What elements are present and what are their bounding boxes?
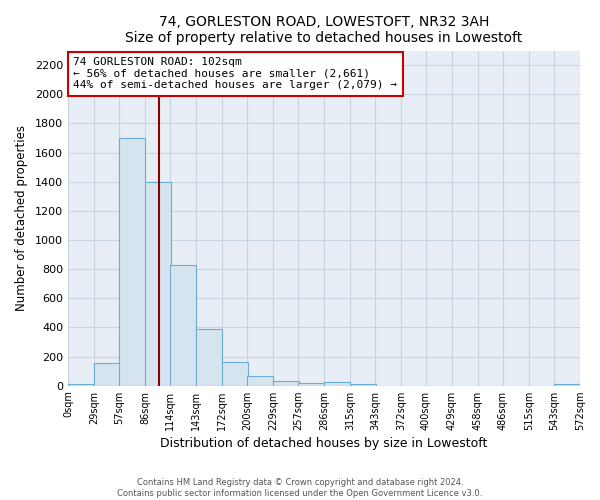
Text: Contains HM Land Registry data © Crown copyright and database right 2024.
Contai: Contains HM Land Registry data © Crown c… [118, 478, 482, 498]
Bar [94, 363, 120, 386]
Text: 74 GORLESTON ROAD: 102sqm
← 56% of detached houses are smaller (2,661)
44% of se: 74 GORLESTON ROAD: 102sqm ← 56% of detac… [73, 57, 397, 90]
Bar [273, 382, 299, 386]
Title: 74, GORLESTON ROAD, LOWESTOFT, NR32 3AH
Size of property relative to detached ho: 74, GORLESTON ROAD, LOWESTOFT, NR32 3AH … [125, 15, 523, 45]
Bar [247, 376, 273, 386]
Bar [222, 362, 248, 386]
Y-axis label: Number of detached properties: Number of detached properties [15, 125, 28, 311]
Bar [324, 382, 350, 386]
Bar [119, 138, 145, 386]
Bar [68, 384, 94, 386]
Bar [350, 384, 376, 386]
Bar [196, 329, 222, 386]
Bar [145, 182, 171, 386]
X-axis label: Distribution of detached houses by size in Lowestoft: Distribution of detached houses by size … [160, 437, 488, 450]
Bar [298, 383, 324, 386]
Bar [554, 384, 580, 386]
Bar [170, 264, 196, 386]
